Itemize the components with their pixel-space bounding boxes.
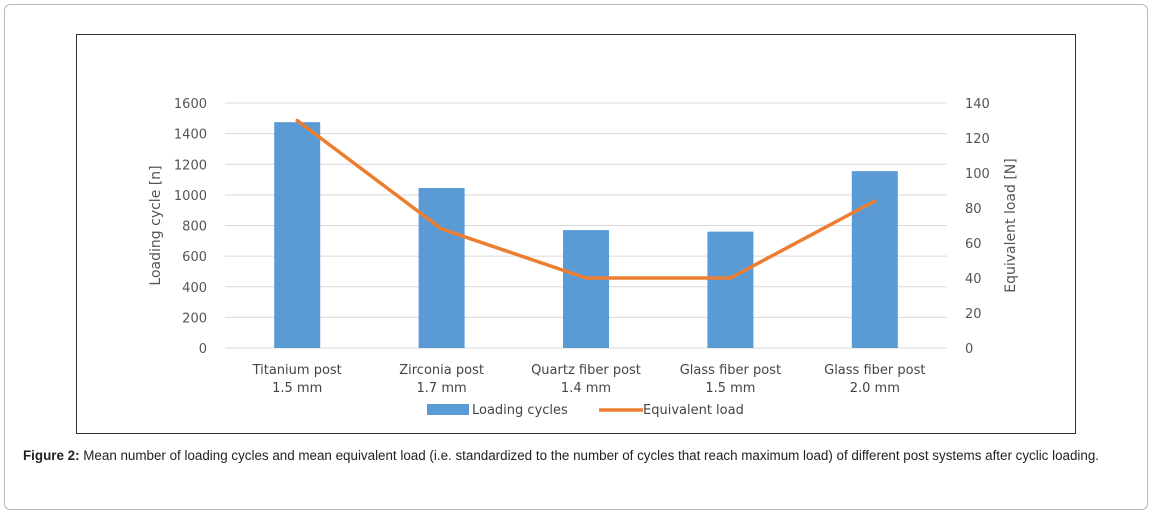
y-tick-label: 400 xyxy=(182,281,207,296)
y2-tick-label: 100 xyxy=(965,167,990,182)
y2-tick-label: 20 xyxy=(965,307,982,322)
x-tick-label-sub: 2.0 mm xyxy=(850,381,900,396)
y-tick-label: 0 xyxy=(199,342,207,357)
x-tick-label-sub: 1.4 mm xyxy=(561,381,611,396)
legend-swatch-loading-cycles xyxy=(427,404,469,415)
x-tick-label: Quartz fiber post xyxy=(531,363,641,378)
y-tick-label: 800 xyxy=(182,220,207,235)
legend-label-loading-cycles: Loading cycles xyxy=(472,403,568,418)
y2-tick-label: 80 xyxy=(965,202,982,217)
y-tick-label: 1000 xyxy=(174,189,207,204)
y2-tick-label: 140 xyxy=(965,97,990,112)
x-tick-label-sub: 1.5 mm xyxy=(705,381,755,396)
x-tick-label: Glass fiber post xyxy=(824,363,925,378)
y2-tick-label: 40 xyxy=(965,272,982,287)
x-tick-label: Titanium post xyxy=(252,363,342,378)
x-tick-label: Glass fiber post xyxy=(680,363,781,378)
x-tick-label-sub: 1.7 mm xyxy=(417,381,467,396)
y-axis-title: Loading cycle [n] xyxy=(148,165,164,285)
bar xyxy=(418,187,465,348)
y-tick-label: 1600 xyxy=(174,97,207,112)
y-tick-label: 1200 xyxy=(174,158,207,173)
chart-container: 0 200 400 600 800 1000 1200 1400 1600 0 20 40 60 80 10… xyxy=(76,34,1076,434)
figure-caption: Figure 2: Mean number of loading cycles … xyxy=(23,447,1133,465)
y2-axis-title: Equivalent load [N] xyxy=(1003,158,1019,292)
y-tick-label: 200 xyxy=(182,311,207,326)
bar xyxy=(274,122,321,348)
bar xyxy=(851,171,898,348)
x-tick-label: Zirconia post xyxy=(399,363,484,378)
caption-text: Mean number of loading cycles and mean e… xyxy=(79,448,1100,463)
y-tick-label: 600 xyxy=(182,250,207,265)
equivalent-load-line xyxy=(295,118,877,280)
bar xyxy=(707,231,754,348)
y2-tick-label: 60 xyxy=(965,237,982,252)
y-tick-label: 1400 xyxy=(174,128,207,143)
combo-chart: 0 200 400 600 800 1000 1200 1400 1600 0 20 40 60 80 10… xyxy=(148,97,1019,418)
bar xyxy=(563,230,609,348)
legend-label-equivalent-load: Equivalent load xyxy=(643,403,744,418)
y2-tick-label: 0 xyxy=(965,342,973,357)
y2-tick-label: 120 xyxy=(965,132,990,147)
caption-label: Figure 2: xyxy=(23,448,80,463)
x-tick-label-sub: 1.5 mm xyxy=(272,381,322,396)
